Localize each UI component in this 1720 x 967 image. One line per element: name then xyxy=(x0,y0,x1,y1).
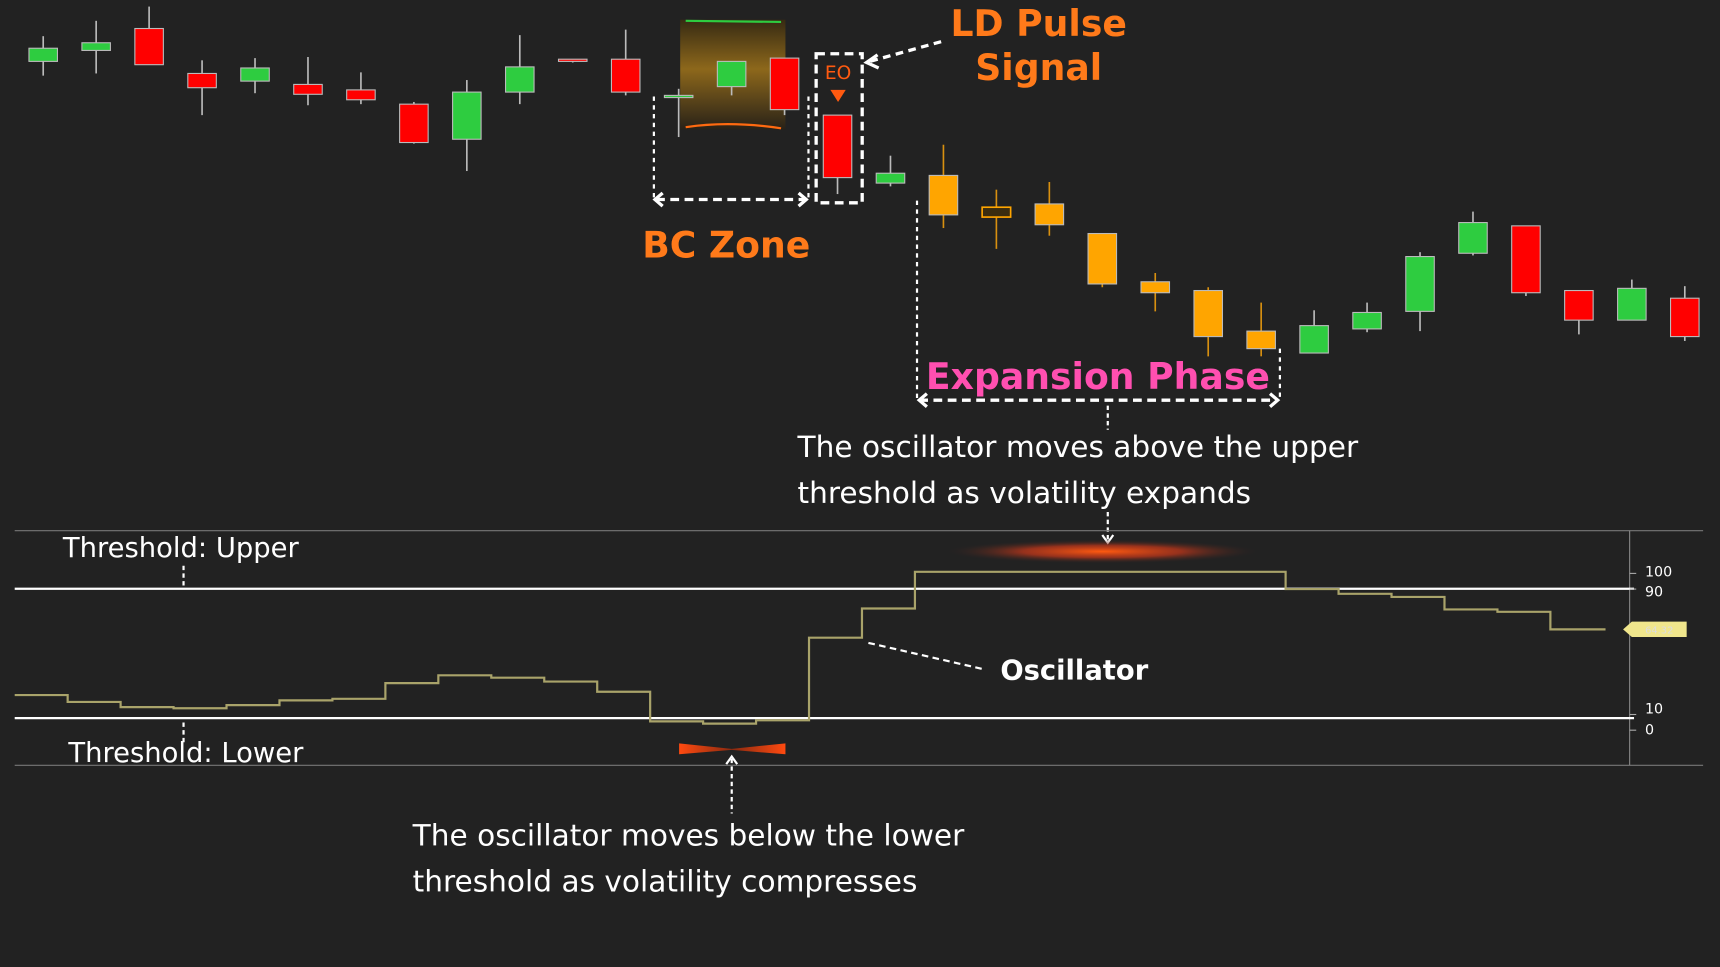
candle xyxy=(1352,302,1382,333)
eo-marker-label: EO xyxy=(825,63,851,84)
candle xyxy=(81,20,111,74)
candle-body xyxy=(1458,222,1488,254)
expansion-phase-label: Expansion Phase xyxy=(926,355,1270,398)
bc-zone-bracket xyxy=(652,96,810,208)
candle xyxy=(134,6,164,66)
y-tick-label: 10 xyxy=(1645,701,1663,717)
candle xyxy=(1405,252,1435,332)
candle-body xyxy=(928,174,959,216)
candle-body xyxy=(1564,289,1594,321)
candle xyxy=(1617,279,1647,321)
candle xyxy=(346,72,376,105)
bc-zone-lower-band xyxy=(685,123,782,130)
candle xyxy=(1511,225,1541,297)
candle-body xyxy=(1140,281,1171,294)
candle xyxy=(1034,181,1065,236)
candle-body xyxy=(769,57,800,111)
candle xyxy=(875,155,906,187)
ld-pulse-arrow xyxy=(869,40,942,63)
candle-body xyxy=(1405,256,1435,312)
candle-body xyxy=(981,206,1012,218)
ld-pulse-label-line1: LD Pulse xyxy=(951,2,1127,45)
candle xyxy=(1669,286,1700,341)
candle xyxy=(399,101,429,144)
candle-body xyxy=(875,172,906,184)
candle-body xyxy=(1193,289,1224,338)
candle xyxy=(716,60,747,96)
ld-pulse-signal-box xyxy=(814,52,864,205)
candle xyxy=(1193,287,1224,357)
candle-body xyxy=(240,67,270,82)
candle xyxy=(240,58,270,94)
candle xyxy=(610,29,641,96)
y-tick-label: 100 xyxy=(1645,565,1672,581)
y-tick-label: 90 xyxy=(1645,585,1663,601)
expansion-phase-bracket xyxy=(915,200,1282,430)
candle-body xyxy=(557,58,588,62)
candle-body xyxy=(134,27,164,66)
candle-body xyxy=(1299,325,1329,354)
candle xyxy=(1564,289,1594,335)
candle xyxy=(293,57,323,106)
threshold-lower-label: Threshold: Lower xyxy=(67,738,304,769)
lower-note-arrow-head xyxy=(725,754,739,765)
candle xyxy=(822,114,853,195)
expansion-glow xyxy=(943,539,1262,564)
upper-note-line1: The oscillator moves above the upper xyxy=(797,430,1359,464)
candle-body xyxy=(81,42,111,51)
candle xyxy=(1087,232,1118,288)
y-tick-label: 0 xyxy=(1645,723,1654,739)
candle xyxy=(769,57,800,116)
candle xyxy=(1140,272,1171,312)
candle xyxy=(1246,302,1276,357)
last-value-tag xyxy=(1623,621,1687,637)
candle-body xyxy=(1511,225,1541,294)
candle-body xyxy=(1034,203,1065,226)
threshold-upper-label: Threshold: Upper xyxy=(62,533,300,564)
ld-pulse-label-line2: Signal xyxy=(975,46,1102,89)
candle-body xyxy=(187,72,217,89)
candle-body xyxy=(293,83,323,95)
bc-zone-label: BC Zone xyxy=(642,224,810,267)
candle xyxy=(663,88,694,138)
oscillator-label-arrow xyxy=(866,641,982,670)
candle-body xyxy=(399,103,429,144)
candle-body xyxy=(663,94,694,99)
candle xyxy=(504,35,535,105)
candle-body xyxy=(1669,297,1700,338)
candle xyxy=(1299,310,1329,354)
candle-body xyxy=(346,89,376,101)
candle-body xyxy=(1087,232,1118,285)
candle-body xyxy=(716,60,747,88)
oscillator-line xyxy=(14,570,1606,725)
candle xyxy=(981,189,1012,249)
candle xyxy=(452,80,482,172)
lower-note-line1: The oscillator moves below the lower xyxy=(412,818,965,852)
candle-body xyxy=(504,66,535,93)
lower-note-line2: threshold as volatility compresses xyxy=(413,864,918,898)
candle xyxy=(187,60,217,116)
upper-note-line2: threshold as volatility expands xyxy=(798,476,1252,510)
candle xyxy=(557,58,588,63)
candle xyxy=(28,36,59,76)
candle-body xyxy=(28,47,59,62)
candle-body xyxy=(1246,330,1276,350)
bc-zone-upper-band xyxy=(685,19,782,24)
candle-body xyxy=(610,58,641,93)
candle xyxy=(928,144,959,229)
oscillator-label: Oscillator xyxy=(1000,656,1148,687)
candles-group xyxy=(28,6,1700,357)
last-value-label: 64.32 xyxy=(1645,626,1673,637)
candle-body xyxy=(452,91,482,140)
candle-body xyxy=(822,114,853,179)
eo-down-triangle-icon xyxy=(830,89,846,102)
candle-body xyxy=(1617,287,1647,321)
candle xyxy=(1458,211,1488,256)
compression-glow xyxy=(679,743,786,755)
ld-pulse-arrow-head xyxy=(863,53,880,70)
candle-body xyxy=(1352,311,1382,330)
